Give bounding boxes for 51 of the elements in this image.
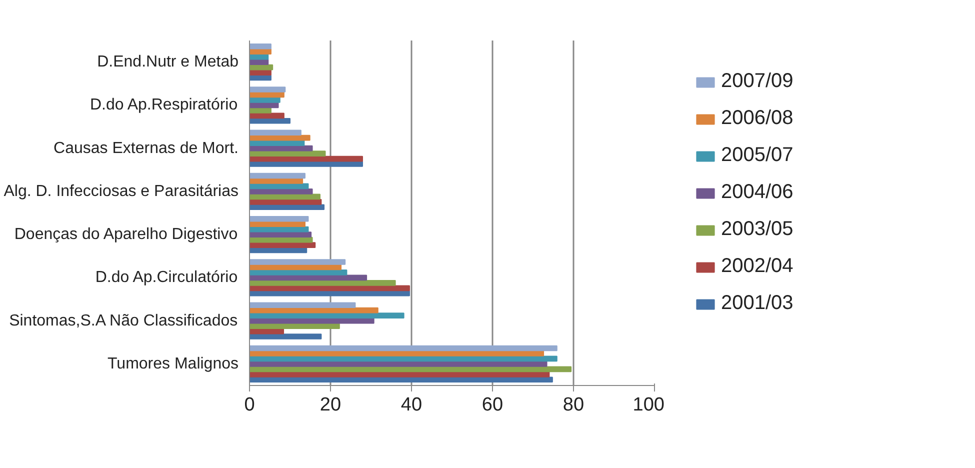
bar xyxy=(250,172,306,179)
x-tick-label: 20 xyxy=(320,394,342,416)
bar xyxy=(250,270,348,276)
bar xyxy=(250,290,410,296)
legend-label: 2004/06 xyxy=(721,181,794,204)
bar xyxy=(250,97,280,103)
bar xyxy=(250,242,316,248)
y-tick-label: Causas Externas de Mort. xyxy=(54,140,238,157)
legend-label: 2002/04 xyxy=(721,255,794,278)
x-tick-label: 60 xyxy=(482,394,504,416)
bar xyxy=(250,130,302,136)
y-tick-label: Tumores Malignos xyxy=(107,355,239,372)
bar xyxy=(250,150,326,156)
bar xyxy=(250,70,272,76)
bar xyxy=(250,108,272,114)
legend-label: 2005/07 xyxy=(721,144,794,167)
y-tick-label: Doenças do Aparelho Digestivo xyxy=(14,226,238,244)
bar xyxy=(250,350,544,356)
bar xyxy=(250,216,309,222)
bar xyxy=(250,140,305,146)
y-tick-label: D.do Ap.Respiratório xyxy=(90,96,238,114)
legend-label: 2006/08 xyxy=(721,107,794,130)
x-tick-label: 80 xyxy=(562,394,584,416)
x-tick-label: 40 xyxy=(400,394,422,416)
bar xyxy=(250,59,269,65)
bar xyxy=(250,118,290,124)
bar xyxy=(250,86,286,92)
bar xyxy=(250,232,312,238)
x-tick-label: 100 xyxy=(632,394,664,416)
y-tick-label: Alg. D. Infecciosas e Parasitárias xyxy=(4,182,238,200)
legend-label: 2007/09 xyxy=(721,70,794,93)
bar xyxy=(250,312,404,318)
bar xyxy=(250,188,313,194)
bar xyxy=(250,334,322,340)
bar xyxy=(250,199,322,205)
bar xyxy=(250,361,548,367)
bar xyxy=(250,323,340,329)
y-tick-label: D.End.Nutr e Metab xyxy=(97,54,239,71)
bar xyxy=(250,372,550,378)
bar xyxy=(250,161,363,167)
bar xyxy=(250,43,272,50)
bar xyxy=(250,259,346,265)
bar xyxy=(250,280,396,286)
legend-label: 2001/03 xyxy=(721,292,794,315)
x-tick-label: 0 xyxy=(244,394,255,416)
legend-label: 2003/05 xyxy=(721,218,794,241)
bar xyxy=(250,302,356,308)
bar xyxy=(250,178,304,184)
bar xyxy=(250,345,558,352)
y-tick-label: Sintomas,S.A Não Classificados xyxy=(9,312,238,330)
y-tick-label: D.do Ap.Circulatório xyxy=(95,269,238,286)
